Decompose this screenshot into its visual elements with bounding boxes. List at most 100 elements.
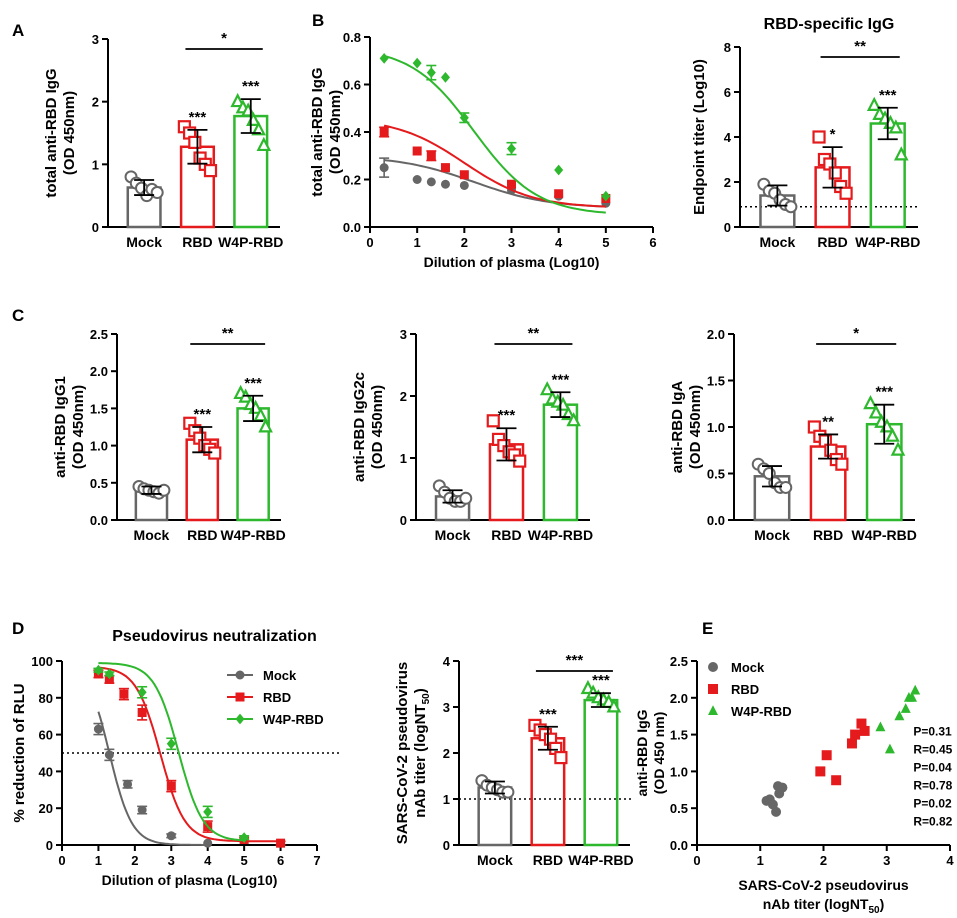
stat-label: P=0.04: [913, 760, 952, 774]
bar-chart-D-right: 0 1 2 3 4 SARS-CoV-2 pseudovirus nAb titer (lo…: [394, 652, 634, 868]
x-tick-label: Mock: [134, 527, 170, 543]
x-tick-label: Mock: [759, 234, 795, 250]
y-tick-label: 1: [92, 157, 99, 172]
y-tick-label: 0: [443, 838, 450, 853]
data-point: [772, 781, 783, 792]
x-tick-label: W4P-RBD: [218, 234, 283, 250]
x-tick-label: 3: [508, 235, 515, 250]
x-tick-label: 4: [946, 853, 954, 868]
significance-star: ***: [194, 406, 212, 423]
significance-star: ***: [242, 78, 260, 95]
data-point: [868, 404, 884, 419]
data-point: [459, 491, 473, 505]
data-point: [459, 180, 469, 190]
data-point: [166, 781, 176, 791]
data-point: [459, 170, 469, 180]
data-point: [554, 189, 564, 199]
x-axis-label: Dilution of plasma (Log10): [102, 872, 278, 888]
data-point: [157, 483, 171, 497]
x-tick-label: 7: [313, 853, 320, 868]
y-tick-label: 0: [400, 513, 407, 528]
data-point: [251, 121, 266, 136]
x-tick-label: 1: [414, 235, 421, 250]
data-point: [166, 831, 176, 841]
x-tick-label: RBD: [813, 527, 843, 543]
y-axis-label-2: (OD 450nm): [687, 385, 704, 469]
y-tick-label: 1.0: [90, 439, 108, 454]
x-tick-label: 5: [602, 235, 609, 250]
fit-curve-w4p: [98, 662, 245, 842]
y-axis-label: SARS-CoV-2 pseudovirus: [394, 662, 411, 845]
x-tick-label: RBD: [533, 852, 563, 868]
y-axis-label: % reduction of RLU: [11, 683, 28, 822]
x-tick-label: W4P-RBD: [568, 852, 633, 868]
y-tick-label: 2.0: [90, 364, 108, 379]
y-tick-label: 2: [400, 389, 407, 404]
y-tick-label: 0.0: [343, 220, 361, 235]
x-tick-label: Mock: [477, 852, 513, 868]
data-point: [412, 146, 422, 156]
panel-label-B: B: [312, 11, 324, 30]
data-point: [539, 381, 555, 396]
x-tick-label: 2: [820, 853, 827, 868]
y-axis-label-2: nAb titer (logNT50): [412, 688, 432, 817]
data-point: [606, 698, 622, 713]
x-tick-label: RBD: [182, 234, 212, 250]
data-point: [440, 179, 450, 189]
data-point: [566, 412, 581, 427]
y-tick-label: 3: [400, 327, 407, 342]
x-tick-label: 1: [757, 853, 764, 868]
y-tick-label: 0.0: [90, 513, 108, 528]
data-point: [850, 729, 861, 740]
legend-label: Mock: [263, 668, 297, 683]
data-point: [900, 703, 911, 713]
significance-star: ***: [189, 109, 207, 126]
significance-star: **: [822, 413, 834, 430]
data-point: [137, 805, 147, 815]
y-tick-label: 0.5: [670, 801, 688, 816]
y-axis-label-2: (OD 450nm): [61, 91, 78, 175]
y-tick-label: 0: [724, 220, 731, 235]
y-tick-label: 80: [39, 691, 53, 706]
data-point: [846, 738, 857, 749]
data-point: [426, 67, 436, 79]
significance-star: ***: [498, 407, 516, 424]
y-axis-label-main: nAb titer (logNT: [412, 704, 429, 817]
x-tick-label: RBD: [817, 234, 847, 250]
y-tick-label: 0.5: [90, 476, 108, 491]
x-tick-label: Mock: [754, 527, 790, 543]
x-tick-label: 0: [58, 853, 65, 868]
legend-label: RBD: [731, 682, 759, 697]
significance-star: **: [854, 38, 866, 55]
x-tick-label: 6: [277, 853, 284, 868]
y-axis-label-2: (OD 450nm): [70, 385, 87, 469]
panel-label-D: D: [12, 619, 24, 638]
data-point: [554, 164, 564, 176]
data-point: [486, 414, 500, 428]
y-axis-label-sub: 50: [421, 693, 432, 705]
line-chart-B-left: 0.0 0.2 0.4 0.6 0.8 0 1 2 3 4 5 6 Dilution of plasma…: [309, 30, 657, 270]
data-point: [863, 395, 878, 410]
legend-label: W4P-RBD: [731, 704, 792, 719]
data-point: [119, 689, 129, 699]
y-tick-label: 1.5: [670, 728, 688, 743]
y-tick-label: 1: [443, 792, 450, 807]
y-tick-label: 2: [724, 175, 731, 190]
y-tick-label: 100: [31, 654, 53, 669]
x-tick-label: 3: [168, 853, 175, 868]
y-tick-label: 40: [39, 764, 53, 779]
data-point: [856, 718, 867, 729]
line-chart-D-left: 0 20 40 60 80 100 0 1 2 3 4 5 6 7 Dilution of plasma (…: [11, 628, 342, 888]
y-tick-label: 1.5: [90, 401, 108, 416]
significance-star: *: [830, 126, 836, 143]
data-point: [839, 186, 853, 200]
data-point: [412, 57, 422, 69]
y-axis-label: total anti-RBD IgG: [309, 67, 326, 196]
x-tick-label: RBD: [187, 527, 217, 543]
x-axis-label: Dilution of plasma (Log10): [424, 254, 600, 270]
data-point: [203, 164, 218, 178]
y-tick-label: 0.5: [707, 467, 725, 482]
significance-star: **: [222, 325, 234, 342]
significance-star: *: [221, 30, 227, 47]
